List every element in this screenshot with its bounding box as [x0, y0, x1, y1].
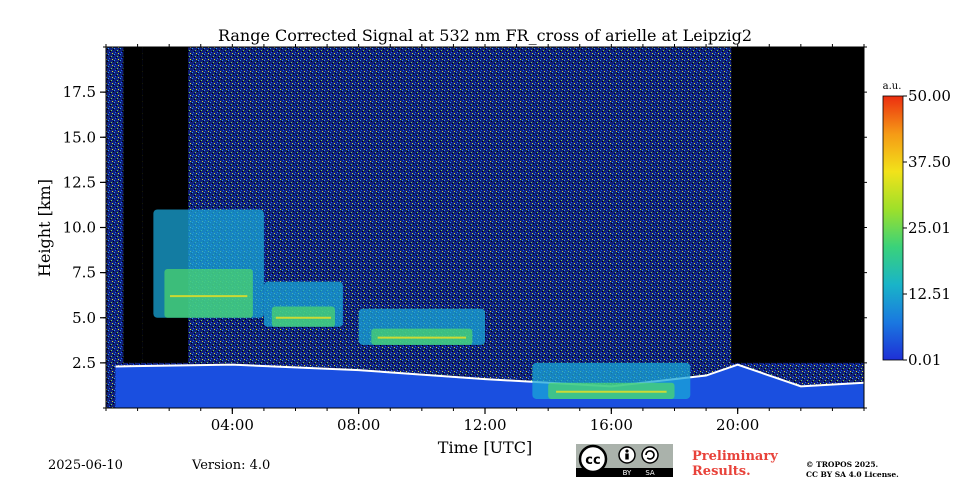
x-tick-label: 08:00 [337, 416, 380, 434]
cloud-layer-0 [153, 209, 264, 318]
x-axis-label: Time [UTC] [438, 438, 532, 457]
y-tick-label: 15.0 [63, 128, 96, 146]
x-tick-label: 12:00 [463, 416, 506, 434]
y-axis-label: Height [km] [35, 179, 54, 277]
cloud-layer-2 [358, 308, 485, 345]
data-gap-2 [731, 47, 864, 363]
date-label: 2025-06-10 [48, 458, 123, 473]
y-tick-label: 2.5 [72, 354, 96, 372]
colorbar-tick-label: 0.01 [908, 351, 941, 369]
x-tick-label: 16:00 [590, 416, 633, 434]
x-tick-label: 04:00 [211, 416, 254, 434]
y-axis: 2.5 5.0 7.5 10.0 12.5 15.0 17.5 [63, 46, 867, 409]
colorbar-gradient [882, 95, 904, 361]
heatmap-layers [115, 47, 864, 408]
svg-text:BY: BY [623, 469, 632, 477]
data-gap-0 [123, 47, 143, 363]
version-label: Version: 4.0 [192, 458, 271, 473]
x-tick-label: 20:00 [716, 416, 759, 434]
colorbar-tick-label: 12.51 [908, 285, 951, 303]
chart-title: Range Corrected Signal at 532 nm FR_cros… [218, 26, 752, 45]
plot-area [106, 47, 864, 408]
cloud-layer-1 [263, 281, 343, 327]
colorbar-tick-label: 25.01 [908, 219, 951, 237]
y-tick-label: 17.5 [63, 83, 96, 101]
cc-license-badge: cc BY SA [576, 444, 673, 477]
y-tick-label: 5.0 [72, 309, 96, 327]
x-axis: 04:00 08:00 12:00 16:00 20:00 [105, 44, 865, 434]
colorbar-unit: a.u. [883, 81, 902, 92]
colorbar: a.u. 50.00 37.50 25.01 12.51 0.01 [882, 81, 951, 369]
colorbar-tick-label: 50.00 [908, 87, 951, 105]
svg-text:SA: SA [645, 469, 655, 477]
y-tick-label: 10.0 [63, 219, 96, 237]
colorbar-tick-label: 37.50 [908, 153, 951, 171]
y-tick-label: 7.5 [72, 264, 96, 282]
cc-icon [578, 444, 608, 474]
cloud-layer-3 [532, 362, 691, 399]
share-alike-icon [641, 446, 659, 464]
copyright-note: © TROPOS 2025. CC BY SA 4.0 License. [806, 460, 899, 479]
preliminary-note: Preliminary Results. [692, 449, 778, 479]
y-tick-label: 12.5 [63, 173, 96, 191]
svg-text:cc: cc [585, 453, 600, 468]
